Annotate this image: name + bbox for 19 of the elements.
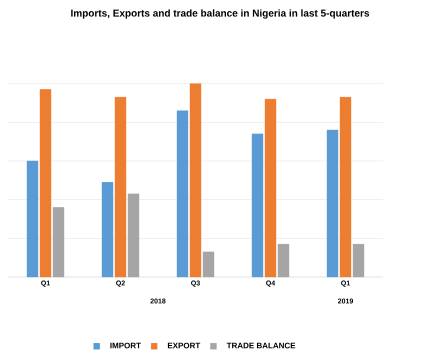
bar [326, 130, 338, 278]
chart-title: Imports, Exports and trade balance in Nigeria in last 5-quarters [71, 9, 370, 19]
bar [352, 244, 364, 278]
bar [176, 110, 188, 278]
bar [264, 98, 276, 278]
bar [52, 207, 64, 278]
bar [26, 160, 38, 278]
legend-label: IMPORT [110, 342, 141, 348]
bar [114, 96, 126, 278]
bar [340, 96, 352, 278]
bar [278, 244, 290, 278]
bar [102, 182, 114, 278]
bar [40, 89, 52, 278]
bar [252, 134, 264, 278]
legend-label: TRADE BALANCE [226, 342, 296, 348]
legend-label: EXPORT [168, 342, 200, 348]
bar [190, 83, 202, 278]
bar [128, 194, 140, 278]
bar [202, 252, 214, 278]
